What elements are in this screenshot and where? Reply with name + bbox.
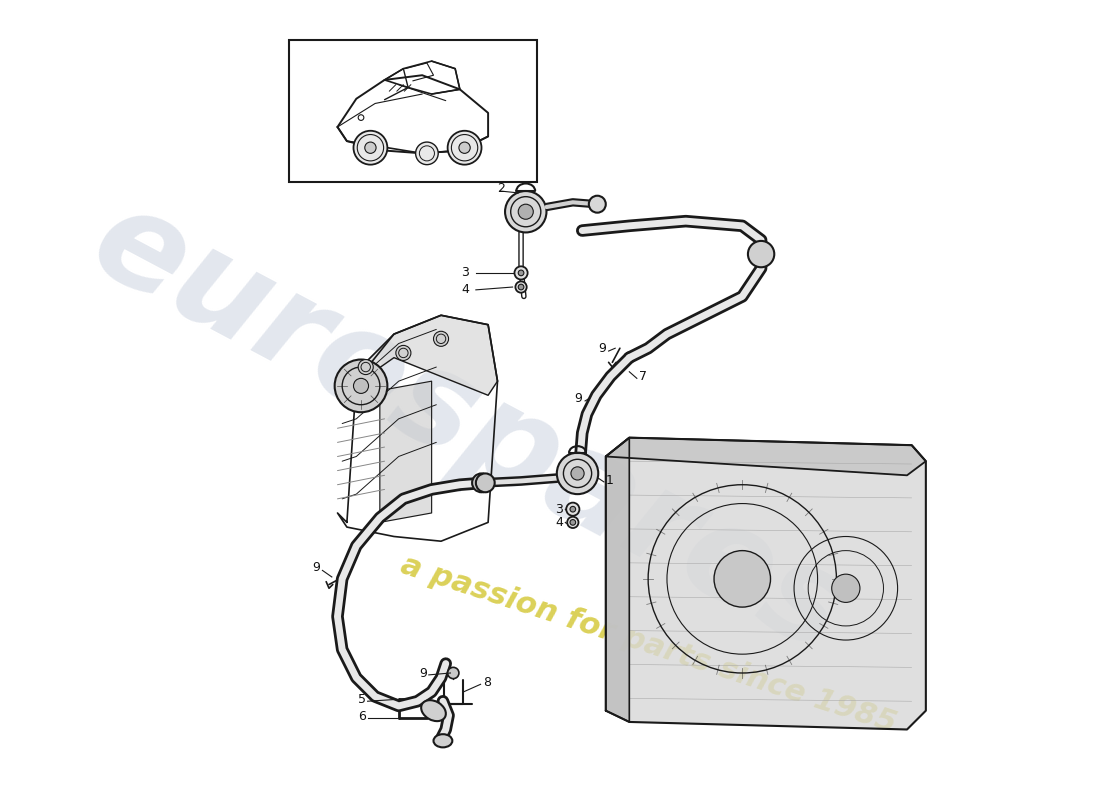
Text: 3: 3	[556, 502, 563, 516]
Circle shape	[472, 474, 491, 492]
Circle shape	[588, 196, 606, 213]
Circle shape	[416, 142, 438, 165]
Text: 4: 4	[461, 283, 470, 296]
Circle shape	[748, 241, 774, 267]
Polygon shape	[606, 438, 926, 730]
Circle shape	[515, 266, 528, 279]
Circle shape	[557, 453, 598, 494]
Circle shape	[570, 506, 575, 512]
Text: 1: 1	[606, 474, 614, 486]
Circle shape	[433, 331, 449, 346]
Circle shape	[353, 378, 369, 394]
Text: 5: 5	[358, 693, 365, 706]
Ellipse shape	[421, 700, 446, 721]
Text: 9: 9	[598, 342, 606, 354]
Circle shape	[396, 346, 411, 361]
Bar	[288, 40, 537, 182]
Polygon shape	[346, 315, 497, 395]
Text: 9: 9	[419, 666, 427, 679]
Circle shape	[571, 467, 584, 480]
Circle shape	[448, 130, 482, 165]
Circle shape	[334, 359, 387, 412]
Text: 8: 8	[483, 676, 492, 689]
Text: 6: 6	[358, 710, 365, 723]
Circle shape	[516, 282, 527, 293]
Polygon shape	[606, 438, 926, 475]
Circle shape	[568, 517, 579, 528]
Text: 9: 9	[312, 561, 320, 574]
Circle shape	[518, 270, 524, 276]
Text: 9: 9	[574, 392, 582, 405]
Circle shape	[714, 550, 770, 607]
Circle shape	[459, 142, 470, 154]
Circle shape	[570, 519, 575, 526]
Circle shape	[832, 574, 860, 602]
Circle shape	[566, 502, 580, 516]
Polygon shape	[606, 438, 629, 722]
Text: 2: 2	[497, 182, 505, 194]
Circle shape	[359, 359, 373, 374]
Polygon shape	[379, 381, 431, 522]
Circle shape	[448, 667, 459, 678]
Text: 4: 4	[556, 516, 563, 529]
Text: 7: 7	[639, 370, 647, 383]
Circle shape	[365, 142, 376, 154]
Circle shape	[518, 204, 534, 219]
Text: 3: 3	[461, 266, 470, 279]
Text: a passion for parts since 1985: a passion for parts since 1985	[397, 550, 900, 738]
Circle shape	[518, 284, 524, 290]
Ellipse shape	[433, 734, 452, 747]
Circle shape	[505, 191, 547, 233]
Circle shape	[476, 474, 495, 492]
Circle shape	[353, 130, 387, 165]
Text: eurospares: eurospares	[70, 176, 868, 680]
